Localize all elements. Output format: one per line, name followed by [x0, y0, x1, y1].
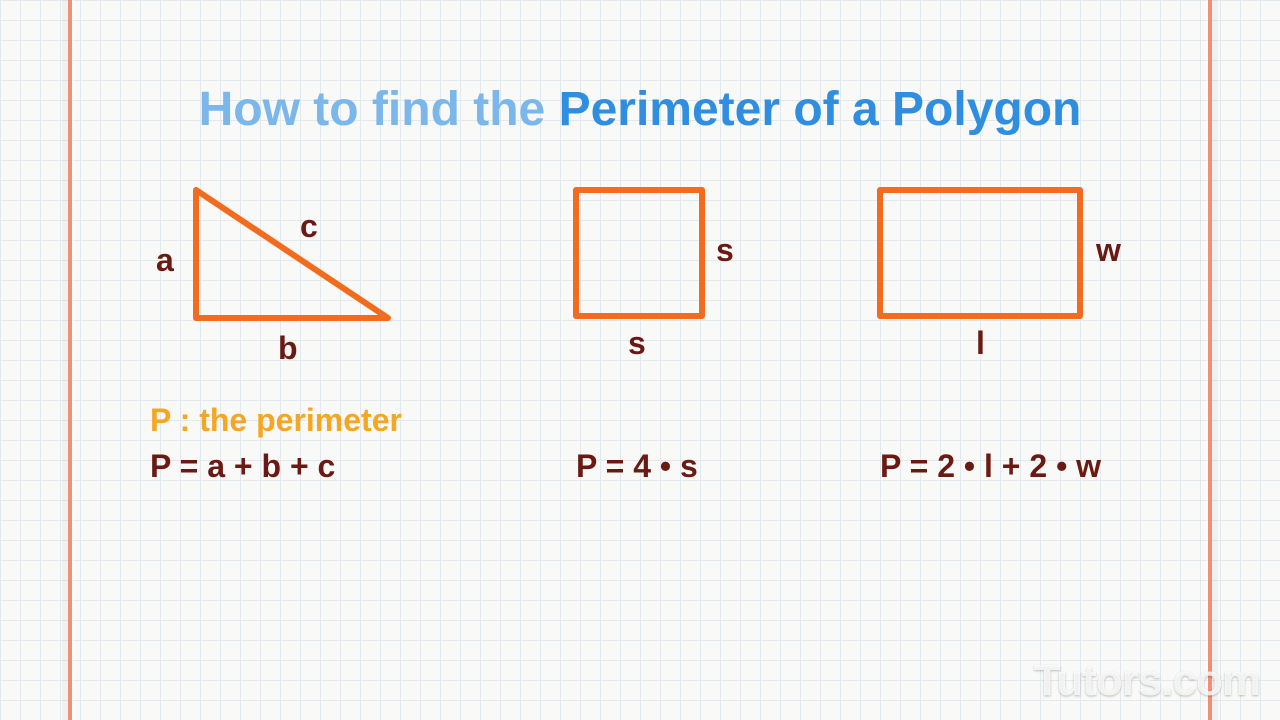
formula-triangle: P = a + b + c [150, 448, 335, 485]
triangle-label-a: a [156, 242, 174, 279]
watermark: Tutors.com [1034, 656, 1260, 706]
title-part-2: Perimeter of a Polygon [559, 83, 1082, 136]
triangle-label-c: c [300, 208, 318, 245]
square-label-right: s [716, 232, 734, 269]
formula-square: P = 4 • s [576, 448, 698, 485]
page-title: How to find the Perimeter of a Polygon [0, 82, 1280, 137]
formula-rectangle: P = 2 • l + 2 • w [880, 448, 1101, 485]
legend-perimeter: P : the perimeter [150, 402, 402, 439]
title-part-1: How to find the [199, 83, 559, 136]
rectangle-label-l: l [976, 325, 985, 362]
square-label-bottom: s [628, 325, 646, 362]
triangle-label-b: b [278, 330, 298, 367]
rectangle-label-w: w [1096, 232, 1121, 269]
